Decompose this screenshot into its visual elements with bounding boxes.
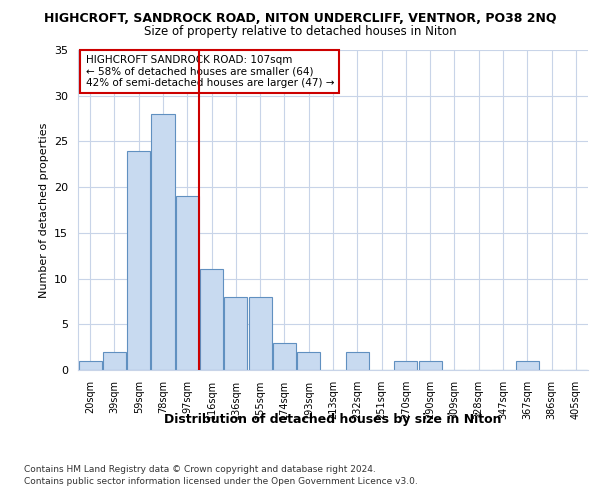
Text: Contains public sector information licensed under the Open Government Licence v3: Contains public sector information licen… [24,478,418,486]
Text: HIGHCROFT SANDROCK ROAD: 107sqm
← 58% of detached houses are smaller (64)
42% of: HIGHCROFT SANDROCK ROAD: 107sqm ← 58% of… [86,55,334,88]
Bar [79,361,101,370]
Bar [516,361,539,370]
Text: Contains HM Land Registry data © Crown copyright and database right 2024.: Contains HM Land Registry data © Crown c… [24,465,376,474]
Bar [103,352,126,370]
Bar [394,361,418,370]
Bar [248,297,272,370]
Bar [419,361,442,370]
Bar [297,352,320,370]
Y-axis label: Number of detached properties: Number of detached properties [38,122,49,298]
Text: Size of property relative to detached houses in Niton: Size of property relative to detached ho… [143,25,457,38]
Bar [151,114,175,370]
Text: HIGHCROFT, SANDROCK ROAD, NITON UNDERCLIFF, VENTNOR, PO38 2NQ: HIGHCROFT, SANDROCK ROAD, NITON UNDERCLI… [44,12,556,26]
Bar [200,270,223,370]
Text: Distribution of detached houses by size in Niton: Distribution of detached houses by size … [164,412,502,426]
Bar [127,150,150,370]
Bar [273,342,296,370]
Bar [176,196,199,370]
Bar [346,352,369,370]
Bar [224,297,247,370]
